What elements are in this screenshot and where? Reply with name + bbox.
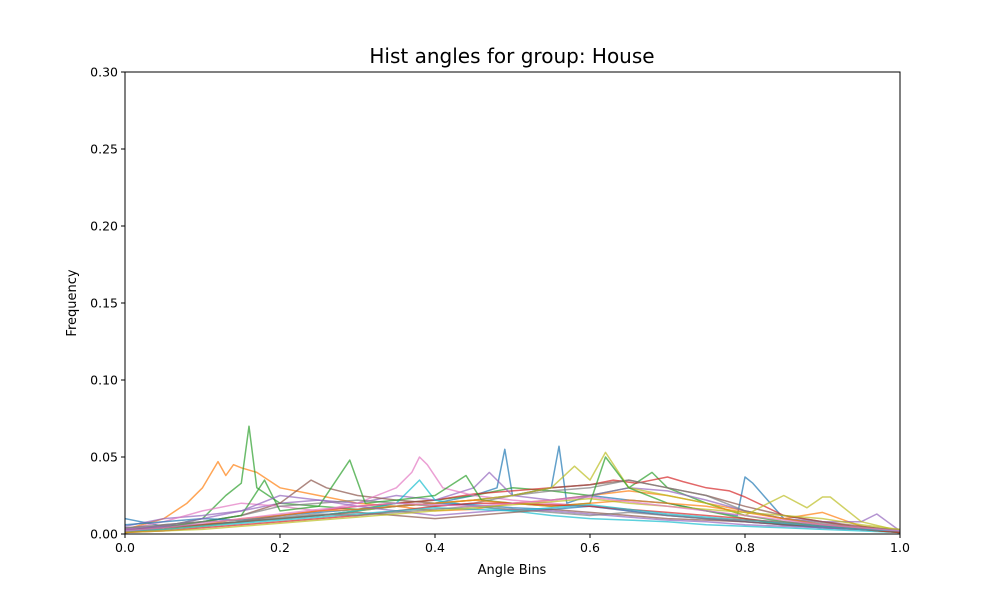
y-tick-label: 0.30 <box>90 65 118 80</box>
series-line-20 <box>124 496 901 532</box>
x-axis: 0.0 0.2 0.4 0.6 0.8 1.0 <box>115 534 910 555</box>
y-tick-label: 0.05 <box>90 450 118 465</box>
y-tick-label: 0.25 <box>90 142 118 157</box>
series-line-17 <box>124 503 901 532</box>
chart-title: Hist angles for group: House <box>369 44 654 68</box>
y-tick-label: 0.20 <box>90 219 118 234</box>
series-line-18 <box>124 505 901 531</box>
x-tick-label: 0.4 <box>425 540 445 555</box>
series-lines <box>124 425 901 534</box>
x-tick-label: 0.0 <box>115 540 135 555</box>
x-axis-label: Angle Bins <box>478 563 547 578</box>
series-line-19 <box>124 497 901 534</box>
y-tick-label: 0.00 <box>90 527 118 542</box>
series-line-3 <box>124 425 901 534</box>
x-tick-label: 0.2 <box>270 540 290 555</box>
x-tick-label: 0.6 <box>580 540 600 555</box>
x-tick-label: 0.8 <box>735 540 755 555</box>
series-line-14 <box>124 508 901 532</box>
y-axis: 0.00 0.05 0.10 0.15 0.20 0.25 0.30 <box>90 65 125 542</box>
x-tick-label: 1.0 <box>890 540 910 555</box>
y-axis-label: Frequency <box>65 269 80 336</box>
plot-frame <box>124 71 901 535</box>
y-tick-label: 0.10 <box>90 373 118 388</box>
y-tick-label: 0.15 <box>90 296 118 311</box>
